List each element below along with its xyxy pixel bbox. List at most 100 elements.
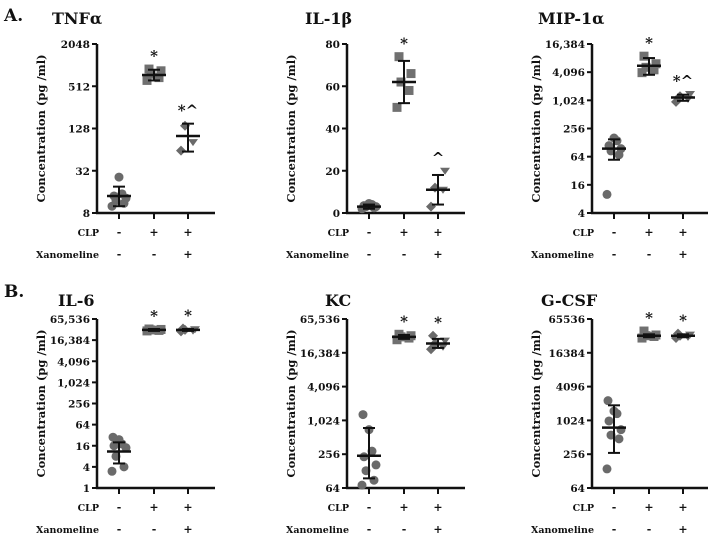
data-point-square (406, 69, 416, 79)
data-point-square (392, 102, 402, 112)
y-tick-label: 64 (570, 152, 585, 164)
y-tick-label: 8 (83, 208, 90, 220)
xanomeline-value: + (183, 248, 192, 261)
y-axis-label: Concentration (pg /ml) (284, 54, 298, 202)
xanomeline-value: - (647, 248, 652, 261)
chart-title: TNFα (52, 9, 102, 28)
clp-value: + (678, 501, 687, 514)
chart-il-6: IL-6 Concentration (pg /ml) 1 4 16 64 256 1,024… (34, 291, 215, 536)
y-tick-label: 64 (325, 483, 340, 495)
chart-g-csf: G-CSF Concentration (pg /ml) 64 256 1024 4096… (529, 291, 708, 536)
xanomeline-value: + (678, 523, 687, 536)
significance-annotation: * (184, 307, 192, 325)
y-tick-label: 128 (68, 124, 90, 136)
y-tick-label: 16,384 (545, 39, 585, 51)
data-point-square (639, 326, 649, 336)
y-tick-label: 65,536 (300, 314, 340, 326)
data-point-square (404, 85, 414, 95)
clp-value: + (433, 501, 442, 514)
clp-value: - (117, 226, 122, 239)
data-point-square (394, 52, 404, 62)
y-tick-label: 1,024 (552, 95, 585, 107)
y-tick-label: 4,096 (57, 356, 90, 368)
clp-value: + (183, 226, 192, 239)
significance-annotation: * (150, 47, 158, 65)
clp-value: + (644, 226, 653, 239)
clp-value: + (183, 501, 192, 514)
clp-row-label: CLP (328, 228, 349, 239)
significance-annotation: * (400, 35, 408, 53)
data-point-circle (369, 475, 379, 485)
xanomeline-value: - (647, 523, 652, 536)
data-point-triangle (188, 139, 198, 147)
y-tick-label: 16 (570, 180, 585, 192)
xanomeline-row-label: Xanomeline (531, 250, 594, 261)
chart-kc: KC Concentration (pg /ml) 64 256 1,024 4,096 1… (284, 291, 465, 536)
significance-annotation: * (400, 312, 408, 330)
xanomeline-value: + (678, 248, 687, 261)
y-tick-label: 256 (563, 124, 585, 136)
clp-value: + (149, 226, 158, 239)
xanomeline-value: - (402, 523, 407, 536)
data-point-circle (108, 432, 118, 442)
data-point-circle (119, 462, 129, 472)
y-tick-label: 60 (325, 81, 340, 93)
y-axis-label: Concentration (pg /ml) (34, 54, 48, 202)
y-tick-label: 65,536 (50, 314, 90, 326)
significance-annotation: * (679, 312, 687, 330)
clp-value: + (399, 226, 408, 239)
y-tick-label: 1024 (556, 415, 585, 427)
xanomeline-value: + (183, 523, 192, 536)
y-tick-label: 4,096 (307, 382, 340, 394)
y-tick-label: 1 (83, 483, 90, 495)
significance-annotation: *^ (673, 72, 693, 90)
clp-row-label: CLP (78, 228, 99, 239)
y-tick-label: 512 (68, 81, 90, 93)
y-axis-label: Concentration (pg /ml) (284, 329, 298, 477)
xanomeline-row-label: Xanomeline (36, 250, 99, 261)
xanomeline-value: - (117, 523, 122, 536)
data-point-square (156, 66, 166, 76)
y-axis-label: Concentration (pg /ml) (529, 54, 543, 202)
y-tick-label: 256 (68, 399, 90, 411)
y-tick-label: 40 (325, 124, 340, 136)
significance-annotation: * (645, 34, 653, 52)
data-point-square (651, 59, 661, 69)
xanomeline-value: - (367, 248, 372, 261)
significance-annotation: * (645, 309, 653, 327)
y-tick-label: 4096 (556, 382, 585, 394)
data-point-diamond (426, 201, 436, 212)
y-tick-label: 16384 (548, 348, 585, 360)
chart-il-1-: IL-1β Concentration (pg /ml) 0 20 40 60 80 - - + -… (284, 9, 465, 261)
data-point-circle (109, 441, 119, 451)
y-tick-label: 256 (563, 449, 585, 461)
xanomeline-value: - (402, 248, 407, 261)
y-axis-label: Concentration (pg /ml) (34, 329, 48, 477)
y-tick-label: 2048 (61, 39, 90, 51)
y-tick-label: 4 (578, 208, 585, 220)
data-point-circle (602, 464, 612, 474)
chart-title: IL-6 (58, 291, 95, 310)
xanomeline-row-label: Xanomeline (286, 525, 349, 536)
y-tick-label: 0 (333, 208, 340, 220)
y-tick-label: 1,024 (307, 415, 340, 427)
data-point-square (637, 68, 647, 78)
y-tick-label: 65536 (548, 314, 585, 326)
xanomeline-value: - (152, 523, 157, 536)
significance-annotation: ^ (432, 149, 445, 167)
clp-row-label: CLP (328, 503, 349, 514)
chart-tnf-: TNFα Concentration (pg /ml) 8 32 128 512 2048 -… (34, 9, 215, 261)
data-point-circle (604, 416, 614, 426)
clp-row-label: CLP (573, 228, 594, 239)
data-point-circle (107, 466, 117, 476)
data-point-circle (114, 172, 124, 182)
y-tick-label: 256 (318, 449, 340, 461)
xanomeline-value: - (612, 523, 617, 536)
xanomeline-value: + (433, 523, 442, 536)
xanomeline-row-label: Xanomeline (36, 525, 99, 536)
significance-annotation: * (150, 307, 158, 325)
chart-title: KC (325, 291, 351, 310)
clp-value: + (399, 501, 408, 514)
data-point-circle (357, 480, 367, 490)
clp-row-label: CLP (573, 503, 594, 514)
